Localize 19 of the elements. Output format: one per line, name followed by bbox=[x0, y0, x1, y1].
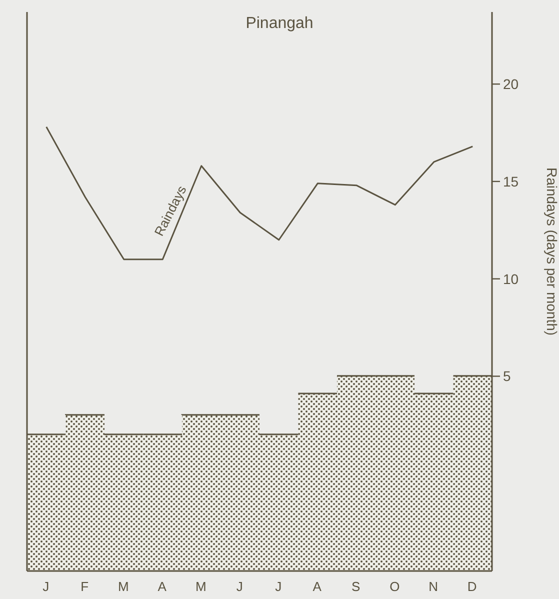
x-tick-label: D bbox=[467, 579, 478, 594]
x-tick-label: S bbox=[352, 579, 362, 594]
y-axis-title: Raindays (days per month) bbox=[544, 167, 559, 336]
line-series bbox=[46, 126, 474, 260]
y-tick-label: 20 bbox=[503, 76, 519, 92]
x-tick-label: M bbox=[118, 579, 130, 594]
x-tick-label: J bbox=[275, 579, 283, 594]
y-tick-label: 15 bbox=[503, 173, 519, 190]
x-tick-label: M bbox=[195, 579, 208, 594]
y-tick-label: 5 bbox=[503, 368, 511, 384]
x-tick-label: N bbox=[428, 579, 440, 594]
x-tick-label: A bbox=[312, 579, 322, 594]
x-tick-label: O bbox=[390, 579, 401, 594]
x-tick-label: F bbox=[80, 579, 90, 594]
y-tick-label: 10 bbox=[503, 270, 519, 287]
x-tick-label: J bbox=[236, 579, 244, 594]
x-tick-label: A bbox=[158, 579, 168, 594]
x-tick-label: J bbox=[42, 579, 50, 594]
chart-title: Pinangah bbox=[246, 15, 314, 32]
